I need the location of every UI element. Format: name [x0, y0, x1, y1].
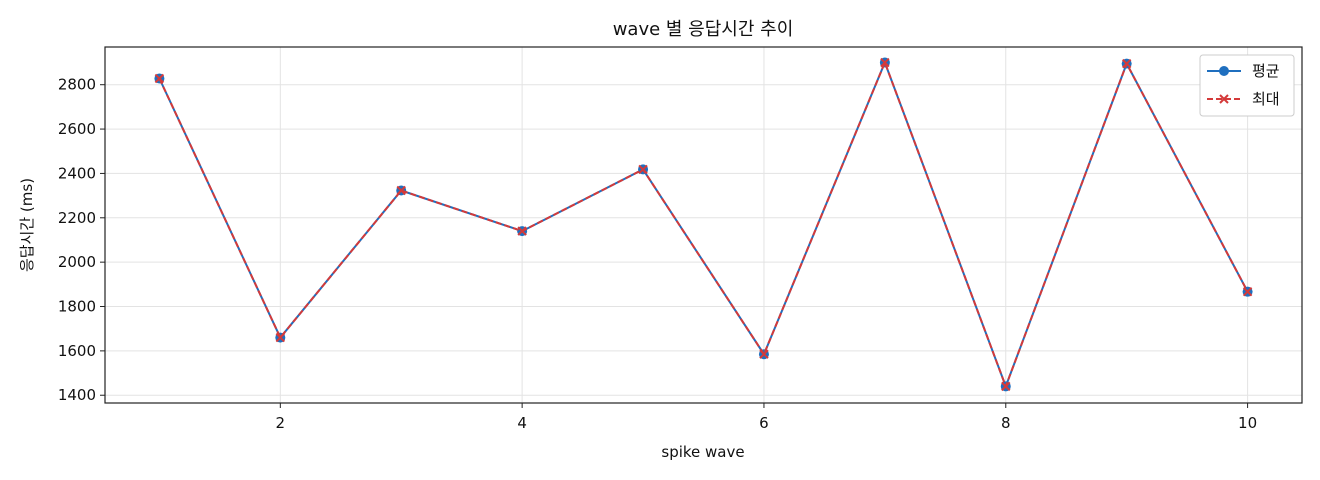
y-tick-label: 2000: [58, 253, 96, 271]
data-point-max: [880, 57, 890, 68]
legend-marker-max: [1219, 94, 1229, 104]
x-marker-stroke: [1219, 94, 1229, 104]
axis-ticks: 2 4 6 8 10 1400 1600 1800 2000 2200 2400 2600 2800: [58, 76, 1257, 432]
x-marker-stroke: [1001, 381, 1011, 392]
y-tick-label: 2800: [58, 76, 96, 94]
y-tick-label: 2400: [58, 164, 96, 182]
y-axis-title: 응답시간 (ms): [18, 178, 36, 272]
data-point-max: [275, 332, 286, 343]
series-line-mean: [158, 61, 1249, 388]
x-tick-label: 10: [1238, 414, 1257, 432]
x-tick-label: 4: [517, 414, 527, 432]
data-point-max: [638, 164, 648, 175]
x-axis-title: spike wave: [661, 443, 744, 461]
x-marker-stroke: [1121, 58, 1132, 69]
data-point-max: [396, 185, 406, 196]
x-marker-stroke: [1242, 286, 1253, 297]
legend-marker-mean: [1219, 66, 1229, 76]
legend-box: [1199, 54, 1295, 117]
x-marker-stroke: [396, 185, 406, 196]
data-point-max: [759, 349, 769, 359]
legend-label-mean: 평균: [1252, 62, 1280, 80]
x-marker-stroke: [638, 164, 648, 175]
plot-frame: [104, 46, 1303, 404]
data-point-max: [1121, 58, 1132, 69]
y-tick-label: 1800: [58, 298, 96, 316]
x-tick-label: 8: [1001, 414, 1011, 432]
grid: [105, 47, 1302, 403]
data-point-max: [517, 226, 527, 236]
x-marker-stroke: [154, 73, 165, 84]
x-marker-stroke: [880, 57, 890, 68]
legend: 평균 최대: [1199, 54, 1295, 117]
series-line-max: [158, 61, 1249, 388]
y-tick-label: 1400: [58, 386, 96, 404]
x-marker-stroke: [517, 226, 527, 236]
data-point-max: [154, 73, 165, 84]
y-tick-label: 2600: [58, 120, 96, 138]
chart-title: wave 별 응답시간 추이: [613, 19, 794, 40]
x-tick-label: 2: [276, 414, 286, 432]
x-marker-stroke: [275, 332, 286, 343]
y-tick-label: 2200: [58, 209, 96, 227]
x-marker-stroke: [759, 349, 769, 359]
legend-label-max: 최대: [1252, 90, 1280, 108]
series-layer: [154, 57, 1253, 392]
x-tick-label: 6: [759, 414, 769, 432]
data-point-max: [1242, 286, 1253, 297]
y-tick-label: 1600: [58, 342, 96, 360]
data-point-max: [1001, 381, 1011, 392]
